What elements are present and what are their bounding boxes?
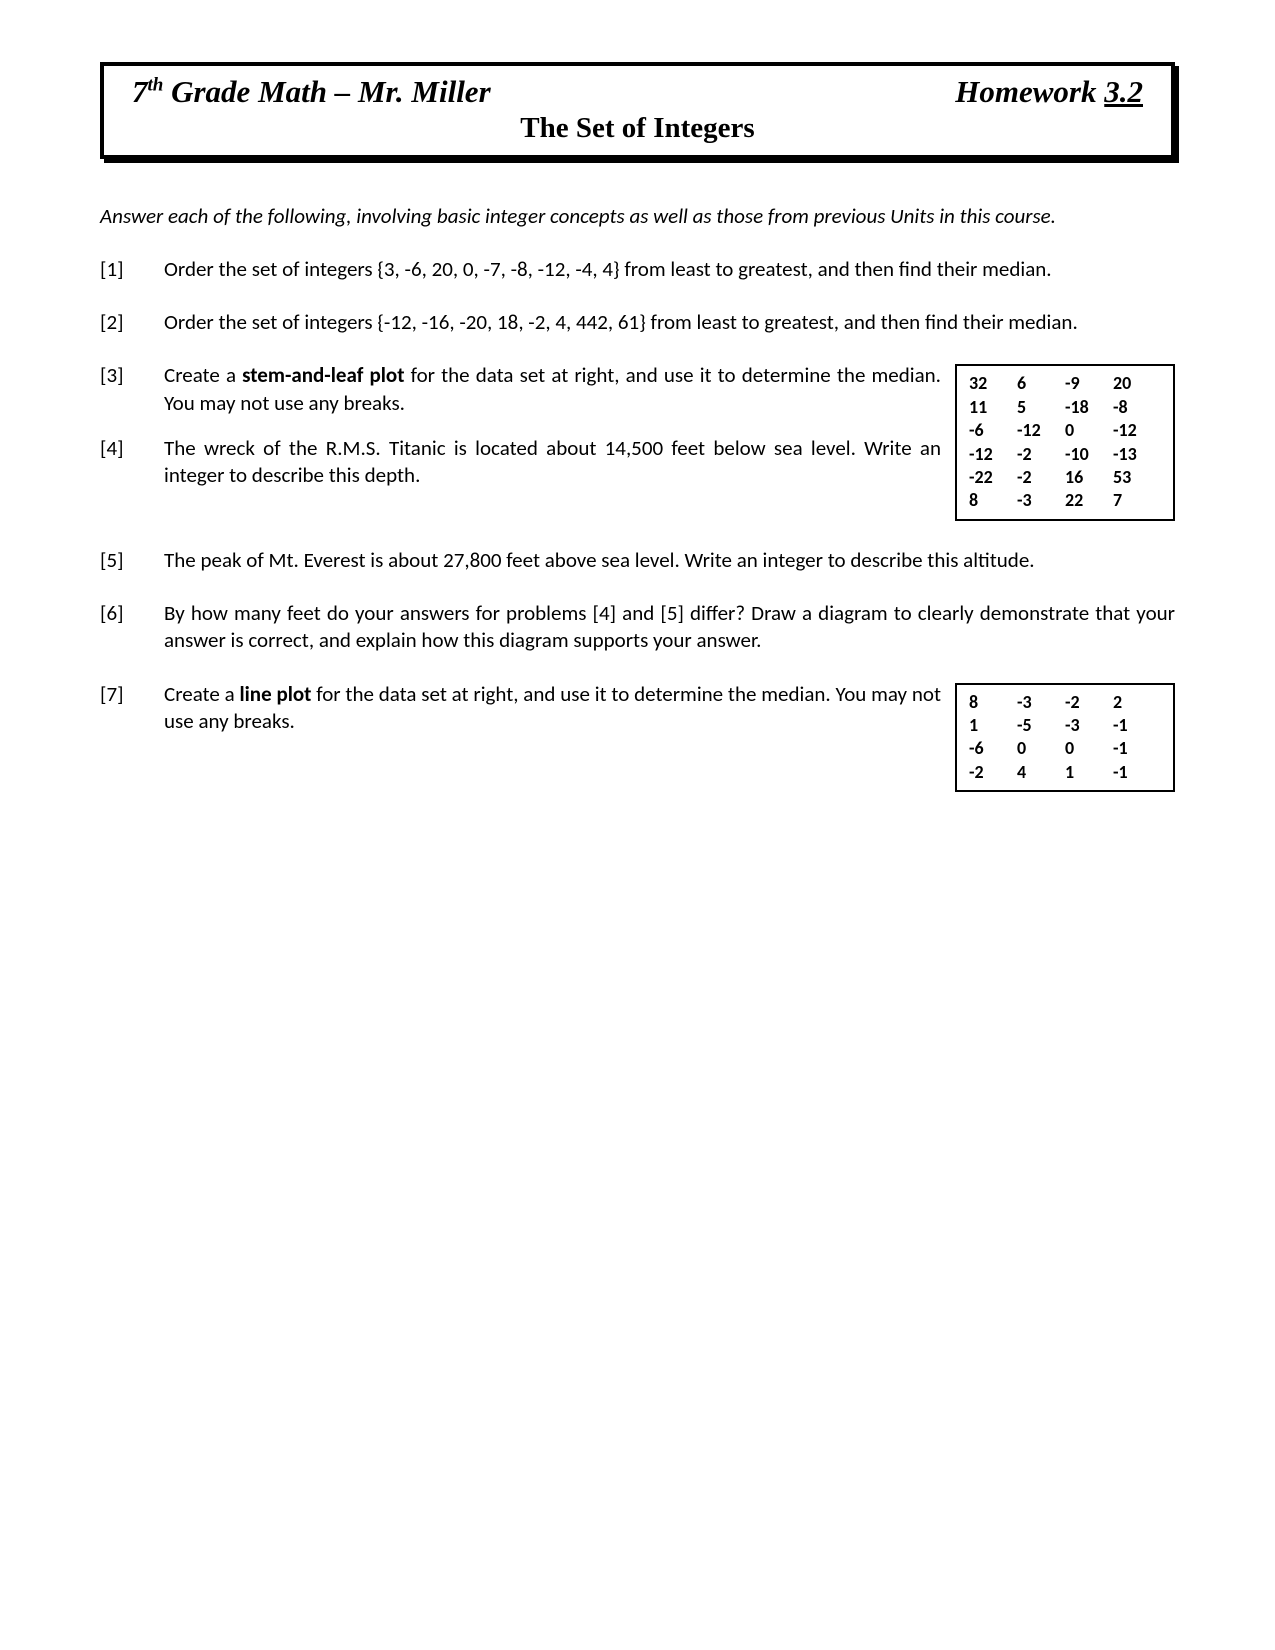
cell: 0	[1017, 737, 1065, 760]
question-3: [3] Create a stem-and-leaf plot for the …	[100, 362, 941, 417]
cell: 4	[1017, 761, 1065, 784]
question-text: The peak of Mt. Everest is about 27,800 …	[164, 547, 1175, 574]
cell: -12	[1017, 419, 1065, 442]
table-1-grid: 326-920 115-18-8 -6-120-12 -12-2-10-13 -…	[969, 372, 1161, 512]
question-text: By how many feet do your answers for pro…	[164, 600, 1175, 655]
cell: -3	[1017, 691, 1065, 714]
data-table-2: 8-3-22 1-5-3-1 -600-1 -241-1	[955, 683, 1175, 793]
cell: 53	[1113, 466, 1161, 489]
question-number: [2]	[100, 309, 164, 336]
cell: -18	[1065, 396, 1113, 419]
cell: 8	[969, 691, 1017, 714]
homework-label-group: Homework 3.2	[955, 74, 1143, 110]
cell: 20	[1113, 372, 1161, 395]
q7-pre: Create a	[164, 681, 239, 707]
questions-3-4-with-table: [3] Create a stem-and-leaf plot for the …	[100, 362, 1175, 520]
header-box: 7th Grade Math – Mr. Miller Homework 3.2…	[100, 62, 1175, 159]
cell: -2	[1065, 691, 1113, 714]
question-text: The wreck of the R.M.S. Titanic is locat…	[164, 435, 941, 490]
question-4: [4] The wreck of the R.M.S. Titanic is l…	[100, 435, 941, 490]
header-top-row: 7th Grade Math – Mr. Miller Homework 3.2	[132, 74, 1143, 110]
question-text: Create a stem-and-leaf plot for the data…	[164, 362, 941, 417]
cell: 7	[1113, 489, 1161, 512]
cell: 0	[1065, 737, 1113, 760]
cell: -2	[1017, 466, 1065, 489]
question-1: [1] Order the set of integers {3, -6, 20…	[100, 256, 1175, 283]
questions-3-4-col: [3] Create a stem-and-leaf plot for the …	[100, 362, 941, 489]
q3-pre: Create a	[164, 362, 242, 388]
cell: -1	[1113, 737, 1161, 760]
cell: 6	[1017, 372, 1065, 395]
course-rest: Grade Math – Mr. Miller	[163, 74, 490, 109]
question-7-col: [7] Create a line plot for the data set …	[100, 681, 941, 736]
cell: -6	[969, 737, 1017, 760]
cell: -8	[1113, 396, 1161, 419]
cell: 2	[1113, 691, 1161, 714]
question-number: [5]	[100, 547, 164, 574]
cell: -6	[969, 419, 1017, 442]
question-text: Order the set of integers {3, -6, 20, 0,…	[164, 256, 1175, 283]
question-number: [3]	[100, 362, 164, 389]
cell: -1	[1113, 714, 1161, 737]
table-2-grid: 8-3-22 1-5-3-1 -600-1 -241-1	[969, 691, 1161, 785]
cell: -1	[1113, 761, 1161, 784]
cell: -10	[1065, 443, 1113, 466]
question-5: [5] The peak of Mt. Everest is about 27,…	[100, 547, 1175, 574]
cell: -3	[1017, 489, 1065, 512]
cell: -12	[1113, 419, 1161, 442]
cell: 22	[1065, 489, 1113, 512]
question-7-with-table: [7] Create a line plot for the data set …	[100, 681, 1175, 793]
q7-bold: line plot	[239, 681, 311, 707]
course-sup: th	[148, 75, 164, 96]
intro-text: Answer each of the following, involving …	[100, 203, 1175, 230]
cell: -22	[969, 466, 1017, 489]
cell: 0	[1065, 419, 1113, 442]
q3-bold: stem-and-leaf plot	[242, 362, 404, 388]
question-6: [6] By how many feet do your answers for…	[100, 600, 1175, 655]
worksheet-page: 7th Grade Math – Mr. Miller Homework 3.2…	[0, 0, 1275, 1650]
question-2: [2] Order the set of integers {-12, -16,…	[100, 309, 1175, 336]
cell: 16	[1065, 466, 1113, 489]
cell: 11	[969, 396, 1017, 419]
question-number: [6]	[100, 600, 164, 627]
header-subtitle: The Set of Integers	[132, 112, 1143, 145]
cell: -2	[969, 761, 1017, 784]
question-7: [7] Create a line plot for the data set …	[100, 681, 941, 736]
question-text: Order the set of integers {-12, -16, -20…	[164, 309, 1175, 336]
question-text: Create a line plot for the data set at r…	[164, 681, 941, 736]
cell: 5	[1017, 396, 1065, 419]
cell: -9	[1065, 372, 1113, 395]
cell: -13	[1113, 443, 1161, 466]
homework-label: Homework	[955, 74, 1104, 109]
course-title: 7th Grade Math – Mr. Miller	[132, 74, 491, 110]
cell: -5	[1017, 714, 1065, 737]
cell: -2	[1017, 443, 1065, 466]
question-number: [4]	[100, 435, 164, 462]
cell: 32	[969, 372, 1017, 395]
cell: 1	[969, 714, 1017, 737]
course-prefix: 7	[132, 74, 148, 109]
homework-number: 3.2	[1104, 74, 1143, 109]
cell: -12	[969, 443, 1017, 466]
cell: 1	[1065, 761, 1113, 784]
cell: -3	[1065, 714, 1113, 737]
cell: 8	[969, 489, 1017, 512]
data-table-1: 326-920 115-18-8 -6-120-12 -12-2-10-13 -…	[955, 364, 1175, 520]
question-number: [7]	[100, 681, 164, 708]
question-number: [1]	[100, 256, 164, 283]
